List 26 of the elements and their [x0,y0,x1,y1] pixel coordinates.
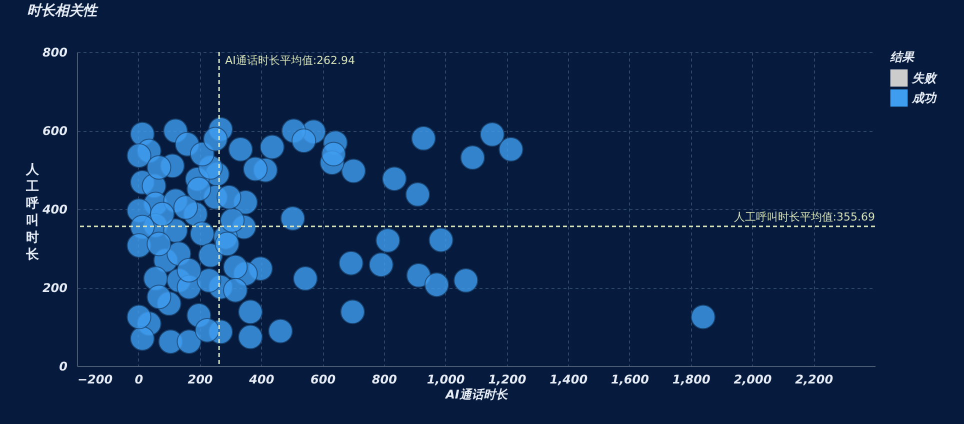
y-tick-label: 200 [42,281,68,295]
x-tick-label: 0 [134,372,144,386]
y-axis-title: 人工呼叫时长 [25,162,40,262]
x-tick-label: 1,600 [610,372,649,386]
x-tick-label: 600 [310,372,336,386]
legend-label: 失败 [911,71,938,85]
legend-label: 成功 [911,91,937,105]
x-tick-label: 400 [248,372,274,386]
x-tick-label: 1,200 [488,372,526,386]
chart-title: 时长相关性 [27,2,99,19]
x-axis-title: AI通话时长 [444,388,508,402]
x-tick-label: 1,800 [672,372,710,386]
ref-line-label: 人工呼叫时长平均值:355.69 [734,210,875,224]
y-tick-label: 800 [42,46,68,60]
x-tick-label: 2,000 [734,372,772,386]
x-tick-label: 1,400 [550,372,588,386]
ref-line-label: AI通话时长平均值:262.94 [225,54,356,67]
x-tick-label: 2,200 [795,372,834,386]
x-tick-label: −200 [78,372,113,386]
x-tick-label: 800 [372,372,397,386]
y-tick-label: 400 [41,202,68,216]
y-tick-label: 0 [59,360,68,374]
x-tick-label: 1,000 [426,372,465,386]
y-tick-label: 600 [42,124,68,138]
x-tick-label: 200 [188,372,213,386]
legend-title: 结果 [889,50,915,64]
